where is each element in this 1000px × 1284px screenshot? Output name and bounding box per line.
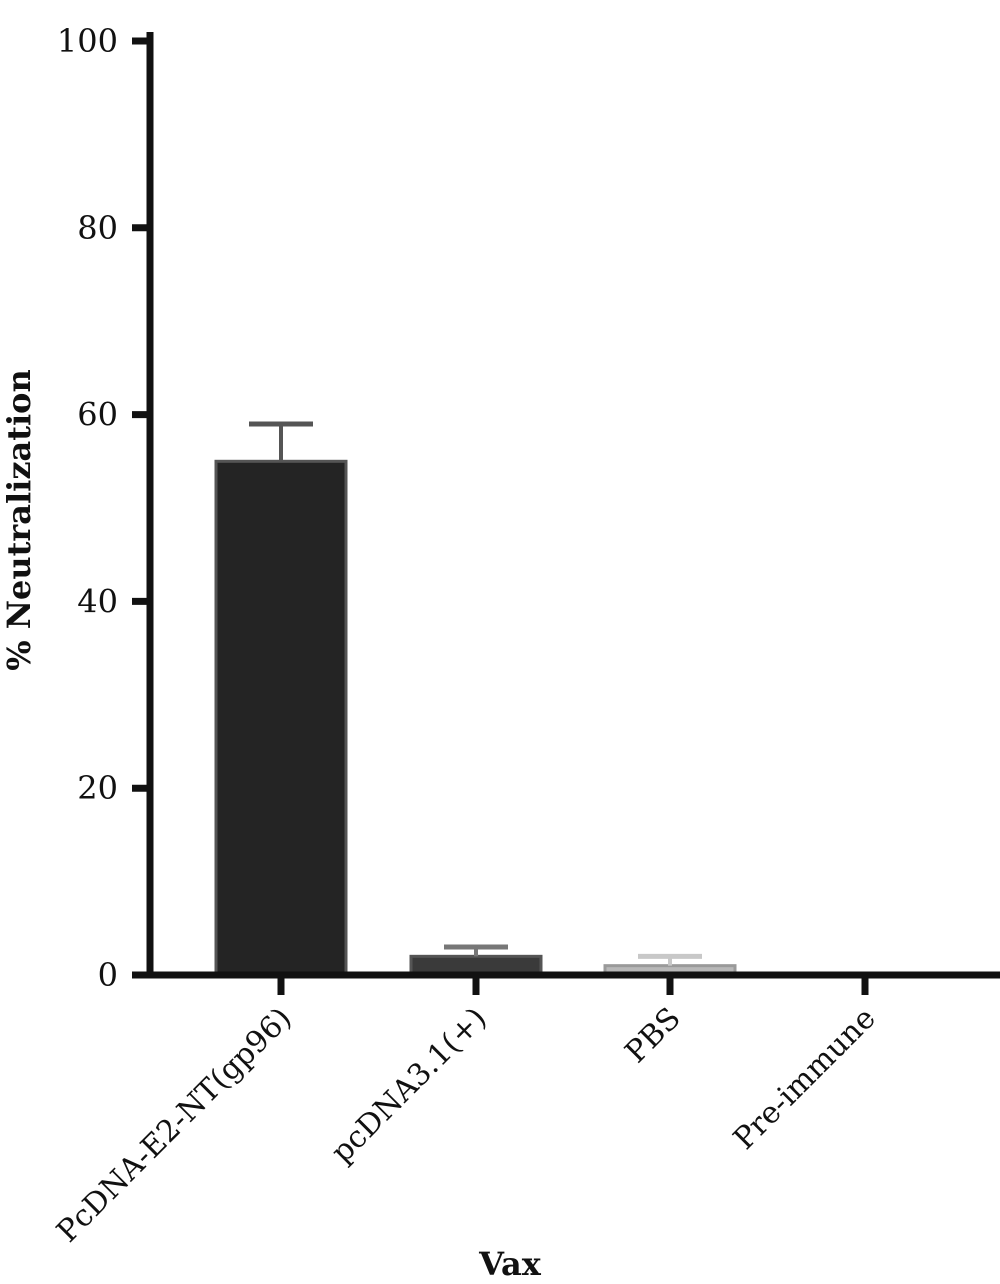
x-axis-title: Vax [478, 1245, 542, 1283]
x-tick-label: Pre-immune [727, 1001, 883, 1157]
y-tick-label: 40 [77, 582, 118, 620]
y-tick-label: 0 [98, 956, 118, 994]
bar [214, 459, 348, 977]
y-ticks-layer: 0 20 40 60 80 100 [57, 22, 150, 994]
x-tick-label: PBS [619, 1001, 688, 1070]
y-axis-title: % Neutralization [0, 369, 38, 671]
x-tick-label: pcDNA3.1(+) [324, 1001, 493, 1170]
y-tick-label: 80 [77, 209, 118, 247]
y-tick-label: 20 [77, 769, 118, 807]
y-tick-label: 100 [57, 22, 118, 60]
x-tick-label: PcDNA-E2-NT(gp96) [50, 1001, 299, 1250]
x-ticks-layer: PcDNA-E2-NT(gp96) pcDNA3.1(+) PBS Pre-immun… [50, 978, 883, 1249]
bars-layer [214, 459, 737, 977]
error-bars-layer [249, 421, 702, 966]
y-tick-label: 60 [77, 396, 118, 434]
